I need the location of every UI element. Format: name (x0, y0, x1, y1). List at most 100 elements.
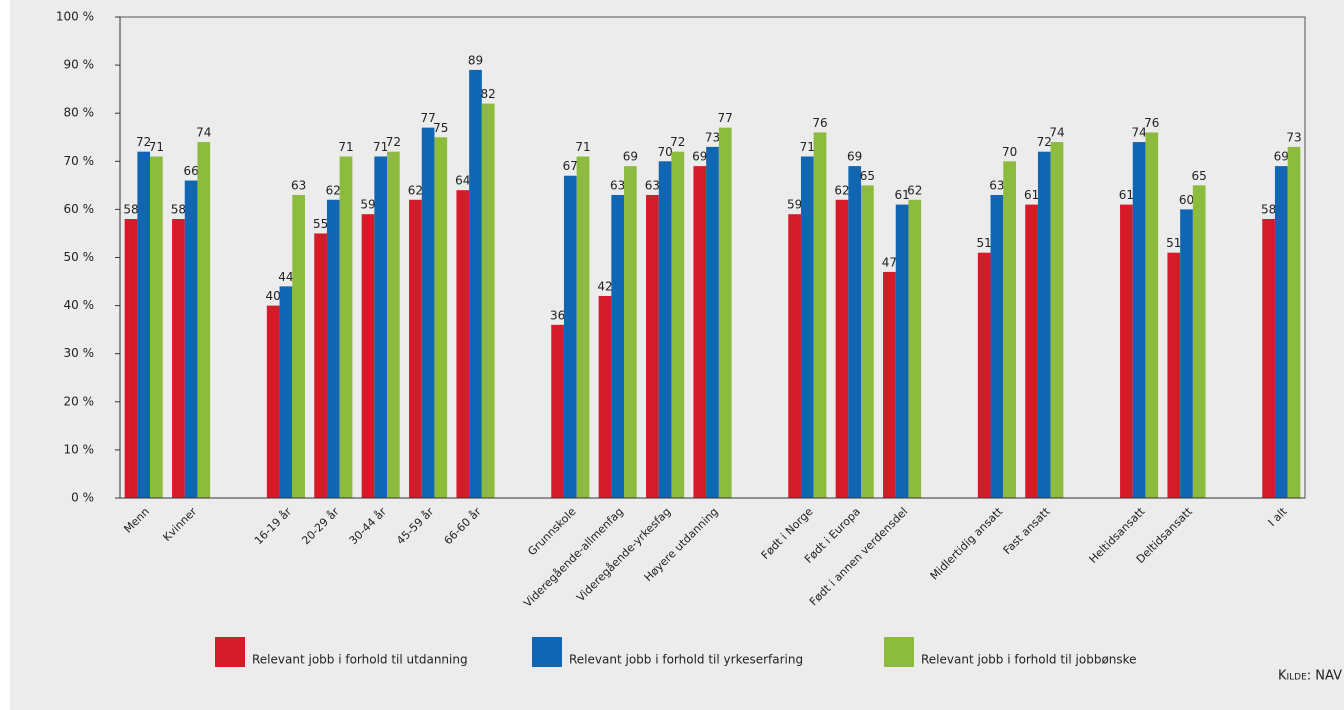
value-label: 73 (1286, 130, 1301, 144)
value-label: 61 (894, 188, 909, 202)
bar (1192, 185, 1206, 498)
bar (861, 185, 874, 498)
legend-swatch (215, 637, 245, 667)
bar (1037, 151, 1051, 498)
value-label: 66 (183, 164, 198, 178)
bar (124, 219, 138, 498)
bar (387, 151, 400, 498)
bar (1167, 252, 1181, 498)
value-label: 62 (907, 183, 922, 197)
value-label: 73 (705, 130, 720, 144)
value-label: 58 (123, 203, 138, 217)
bar (646, 194, 659, 498)
value-label: 71 (373, 140, 388, 154)
value-label: 63 (610, 178, 625, 192)
value-label: 69 (623, 150, 638, 164)
bar (800, 156, 814, 499)
bar (813, 132, 827, 498)
source: Kilde: NAV (1278, 669, 1342, 684)
value-label: 71 (149, 140, 164, 154)
bar (883, 271, 896, 498)
value-label: 76 (1144, 116, 1159, 130)
value-label: 70 (657, 145, 672, 159)
bar (908, 199, 922, 498)
y-tick-label: 20 % (64, 394, 95, 408)
value-label: 58 (171, 203, 186, 217)
value-label: 72 (136, 135, 151, 149)
bar (172, 219, 185, 498)
value-label: 62 (834, 183, 849, 197)
bar (292, 194, 305, 498)
bar (598, 295, 612, 498)
bar (279, 286, 293, 498)
value-label: 72 (670, 135, 685, 149)
bar (611, 194, 625, 498)
bar (1287, 146, 1301, 498)
bar (563, 175, 577, 499)
y-tick-label: 30 % (64, 346, 95, 360)
value-label: 59 (360, 198, 375, 212)
value-label: 89 (468, 53, 483, 67)
bar (788, 214, 801, 498)
bar (409, 199, 422, 498)
y-tick-label: 10 % (64, 442, 95, 456)
value-label: 67 (563, 159, 578, 173)
y-tick-label: 60 % (64, 202, 95, 216)
value-label: 74 (1131, 126, 1146, 140)
value-label: 70 (1002, 145, 1017, 159)
value-label: 42 (597, 279, 612, 293)
value-label: 77 (718, 111, 733, 125)
bar (266, 305, 280, 498)
bar (1262, 219, 1275, 498)
value-label: 62 (326, 183, 341, 197)
value-label: 77 (420, 111, 435, 125)
bar (658, 161, 672, 499)
bar (434, 137, 448, 498)
y-tick-label: 90 % (64, 58, 95, 72)
bar (848, 166, 862, 499)
value-label: 47 (882, 255, 897, 269)
value-label: 72 (386, 135, 401, 149)
bar (1050, 142, 1064, 498)
value-label: 61 (1119, 188, 1134, 202)
bar (1132, 142, 1146, 498)
bar (706, 146, 719, 498)
value-label: 58 (1261, 203, 1276, 217)
bar (1025, 204, 1038, 498)
bar (137, 151, 151, 498)
legend-label: Relevant jobb i forhold til yrkeserfarin… (569, 653, 803, 667)
value-label: 63 (989, 178, 1004, 192)
bar (718, 127, 732, 498)
bar (150, 156, 163, 499)
value-label: 65 (1192, 169, 1207, 183)
value-label: 69 (1274, 150, 1289, 164)
bar (326, 199, 340, 498)
bar (551, 324, 564, 498)
value-label: 44 (278, 270, 293, 284)
value-label: 36 (550, 308, 565, 322)
bar (314, 233, 327, 498)
value-label: 63 (645, 178, 660, 192)
bar (624, 166, 637, 499)
y-tick-label: 40 % (64, 298, 95, 312)
bar (1180, 209, 1193, 498)
bar (977, 252, 991, 498)
y-tick-label: 80 % (64, 106, 95, 120)
value-label: 71 (800, 140, 815, 154)
legend-label: Relevant jobb i forhold til jobbønske (921, 653, 1137, 667)
bar (990, 194, 1004, 498)
value-label: 82 (481, 87, 496, 101)
bar (197, 142, 211, 498)
bar (1120, 204, 1133, 498)
bar (1145, 132, 1159, 498)
bar (693, 166, 707, 499)
bar (361, 214, 375, 498)
value-label: 63 (291, 178, 306, 192)
bar (895, 204, 909, 498)
value-label: 51 (977, 236, 992, 250)
legend-swatch (884, 637, 914, 667)
bar (1274, 166, 1288, 499)
bar (456, 190, 470, 498)
value-label: 65 (860, 169, 875, 183)
